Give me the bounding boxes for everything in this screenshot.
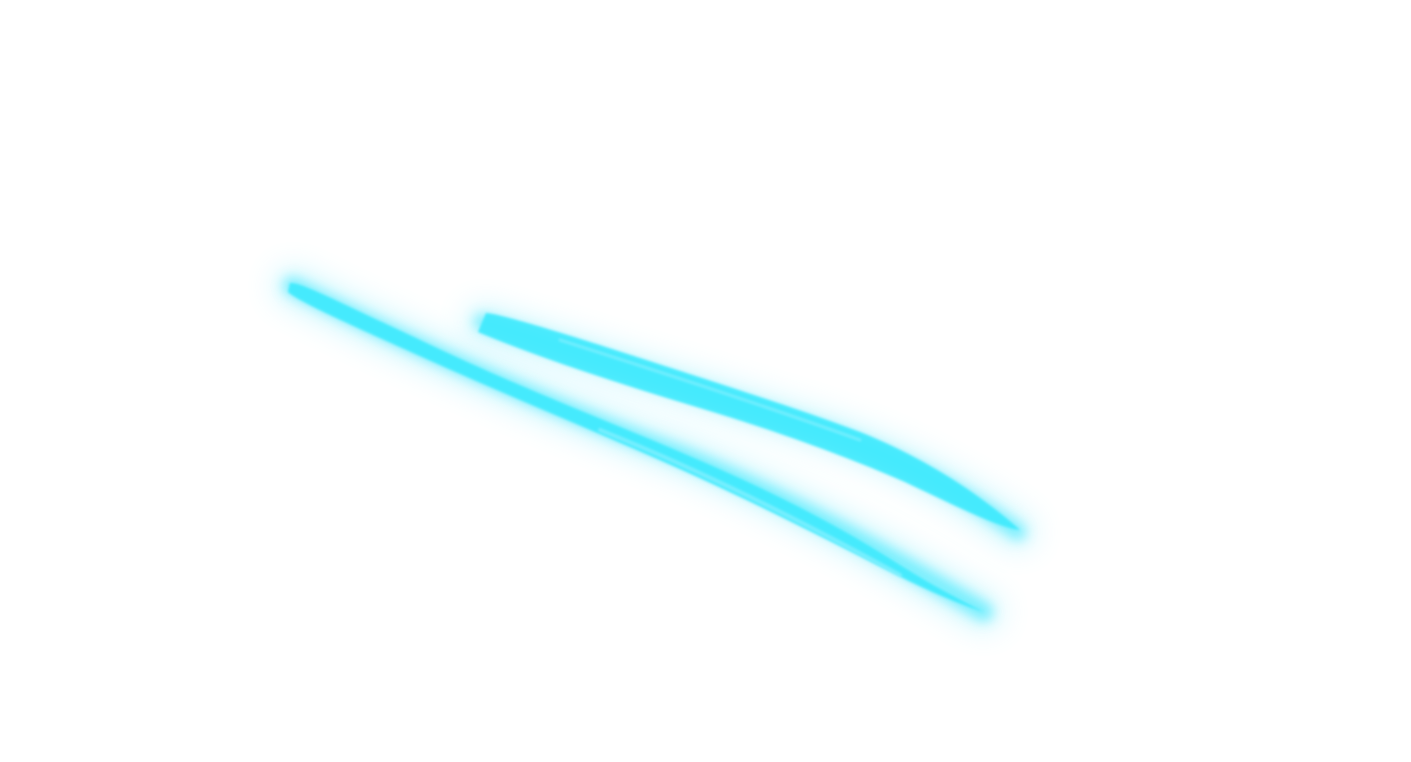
brush-stroke-lower — [275, 269, 1001, 629]
brush-stroke-upper — [466, 306, 1034, 548]
